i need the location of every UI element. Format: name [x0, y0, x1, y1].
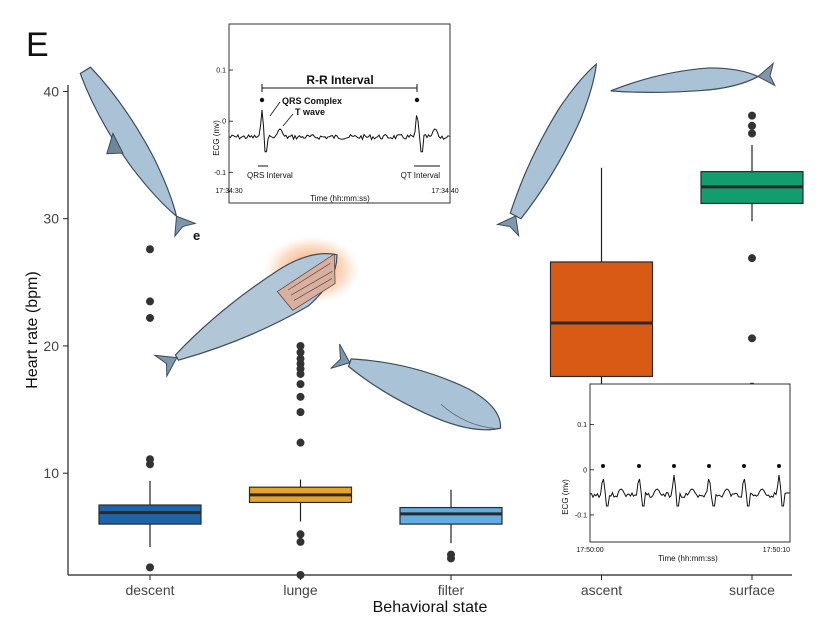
inset-bottom-y-ticks: 0.1 0 -0.1 — [575, 422, 594, 519]
stray-label-e: e — [193, 228, 200, 243]
r-peak-dot — [707, 464, 711, 468]
boxplot-series — [98, 111, 804, 579]
y-tick-label: 40 — [43, 83, 59, 99]
outlier-point — [296, 571, 305, 579]
main-axes: 10 20 30 40 descent lunge filter ascent surface… — [24, 83, 792, 616]
inset-top-x-end: 17:34:40 — [431, 188, 458, 195]
outlier-point — [146, 313, 154, 322]
label-qrs-interval: QRS Interval — [247, 171, 293, 180]
outlier-point — [146, 297, 154, 306]
inset-top-x-start: 17:34:30 — [215, 188, 242, 195]
outlier-point — [447, 550, 455, 559]
whale-surface-icon — [610, 62, 776, 93]
ecg-inset-bottom: 0.1 0 -0.1 17:50:00 17:50:10 Time (hh:mm:s… — [561, 383, 791, 563]
inset-top-y-ticks: 0.1 0 -0.1 — [214, 68, 233, 177]
annotation-qrs-complex: QRS Complex — [282, 96, 342, 106]
ecg-top-trace — [228, 109, 450, 153]
y-ticks: 10 20 30 40 — [43, 83, 68, 481]
outlier-point — [296, 348, 305, 357]
inset-top-title: R-R Interval — [306, 73, 373, 87]
inset-bottom-peak-dots — [601, 464, 781, 468]
outlier-point — [296, 392, 305, 401]
outlier-point — [748, 121, 756, 130]
x-tick-label: descent — [125, 582, 174, 598]
outlier-point — [146, 455, 154, 464]
x-axis-title: Behavioral state — [373, 599, 488, 616]
r-peak-dot — [742, 464, 746, 468]
outlier-point — [748, 111, 756, 120]
r-peak-dot — [637, 464, 641, 468]
label-qt-interval: QT Interval — [401, 171, 441, 180]
x-tick-label: lunge — [283, 582, 317, 598]
annotation-t-arrow — [282, 113, 294, 127]
whale-filtering-icon — [330, 343, 502, 431]
inset-y-tick-label: 0.1 — [577, 422, 587, 429]
inset-y-tick-label: 0 — [222, 119, 226, 126]
ecg-bottom-trace — [589, 474, 790, 507]
outlier-point — [748, 334, 756, 343]
panel-letter: E — [26, 26, 49, 64]
inset-bottom-xlabel: Time (hh:mm:ss) — [658, 554, 718, 563]
inset-top-xlabel: Time (hh:mm:ss) — [310, 194, 370, 203]
outlier-point — [748, 129, 756, 138]
y-tick-label: 30 — [43, 211, 59, 227]
box-descent — [98, 504, 202, 525]
r-peak-dot — [672, 464, 676, 468]
inset-y-tick-label: -0.1 — [575, 512, 587, 519]
whale-ascending-icon — [495, 62, 598, 238]
x-tick-label: ascent — [581, 582, 622, 598]
outlier-point — [296, 537, 305, 546]
outlier-point — [296, 438, 305, 447]
inset-y-tick-label: 0 — [583, 467, 587, 474]
x-tick-label: surface — [729, 582, 775, 598]
inset-bottom-x-start: 17:50:00 — [576, 547, 603, 554]
ecg-inset-top: R-R Interval QRS Complex T wave 0.1 0 -0.1… — [212, 23, 459, 204]
outlier-point — [146, 245, 154, 254]
y-tick-label: 10 — [43, 465, 59, 481]
outlier-point — [748, 254, 756, 263]
r-peak-dot — [777, 464, 781, 468]
outlier-point — [296, 380, 305, 389]
x-ticks: descent lunge filter ascent surface — [125, 575, 775, 598]
outlier-point — [296, 408, 305, 417]
r-peak-dot — [414, 97, 420, 103]
box-filter — [399, 506, 503, 525]
inset-top-frame — [228, 23, 451, 204]
r-peak-dot — [601, 464, 605, 468]
whale-lunging-icon — [152, 236, 360, 379]
box-ascent — [549, 261, 654, 378]
y-axis-title: Heart rate (bpm) — [24, 271, 41, 388]
inset-top-ylabel: ECG (mv) — [212, 120, 221, 156]
outlier-point — [296, 341, 305, 350]
inset-y-tick-label: -0.1 — [214, 170, 226, 177]
whale-diving-icon — [79, 66, 197, 238]
y-tick-label: 20 — [43, 338, 59, 354]
outlier-point — [296, 530, 305, 539]
annotation-qrs-arrow — [269, 101, 281, 117]
outlier-point — [296, 354, 305, 363]
inset-y-tick-label: 0.1 — [216, 68, 226, 75]
outlier-point — [146, 563, 154, 572]
r-peak-dot — [259, 97, 265, 103]
annotation-t-wave: T wave — [295, 107, 325, 117]
inset-bottom-ylabel: ECG (mv) — [561, 479, 570, 515]
inset-bottom-x-end: 17:50:10 — [763, 547, 790, 554]
inset-bottom-frame — [589, 383, 791, 543]
x-tick-label: filter — [438, 582, 465, 598]
